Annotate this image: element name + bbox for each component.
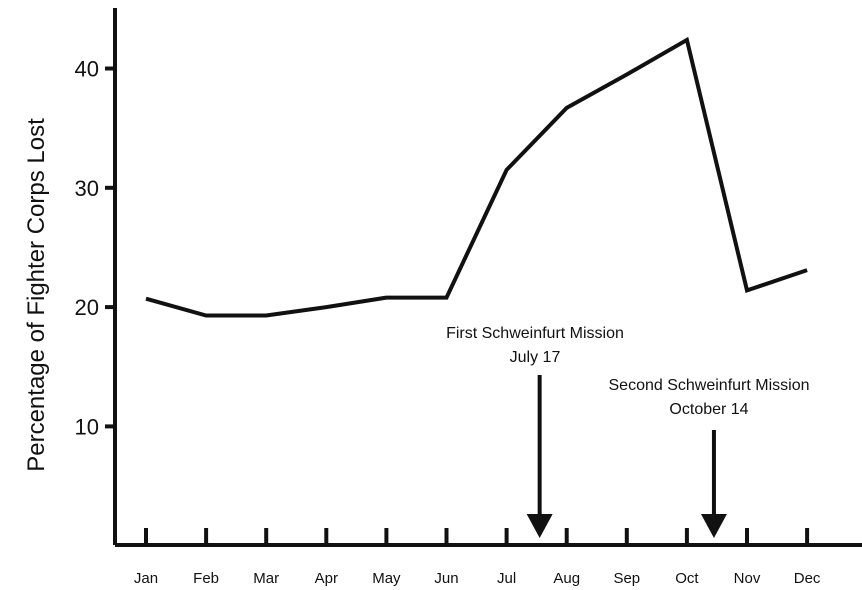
x-axis-ticks: Jan Feb Mar Apr May Jun Jul Aug Sep Oct Nov Dec bbox=[134, 528, 821, 587]
y-axis-ticks: 10 20 30 40 bbox=[75, 57, 115, 439]
x-tick-label: Dec bbox=[794, 570, 821, 587]
annotations: First Schweinfurt Mission July 17 Second S… bbox=[446, 325, 809, 538]
x-tick-label: Apr bbox=[315, 570, 338, 587]
x-tick-label: Nov bbox=[734, 570, 761, 587]
series-group bbox=[145, 36, 808, 318]
annotation-title: Second Schweinfurt Mission bbox=[609, 377, 810, 394]
y-tick-label: 30 bbox=[75, 176, 99, 201]
annotation-date: October 14 bbox=[669, 401, 748, 418]
x-tick-label: Mar bbox=[253, 570, 279, 587]
annotation-title: First Schweinfurt Mission bbox=[446, 325, 624, 342]
x-tick-label: Jun bbox=[434, 570, 458, 587]
y-tick-label: 10 bbox=[75, 414, 99, 439]
x-tick-label: Aug bbox=[553, 570, 580, 587]
axes bbox=[113, 8, 862, 547]
y-tick-label: 20 bbox=[75, 295, 99, 320]
x-tick-label: Oct bbox=[675, 570, 699, 587]
y-tick-label: 40 bbox=[75, 57, 99, 82]
x-tick-label: Feb bbox=[193, 570, 219, 587]
x-tick-label: May bbox=[372, 570, 401, 587]
annotation-arrow-head bbox=[700, 514, 727, 538]
x-tick-label: Jan bbox=[134, 570, 158, 587]
x-tick-label: Sep bbox=[613, 570, 640, 587]
annotation-arrow-head bbox=[526, 514, 553, 538]
annotation-date: July 17 bbox=[510, 349, 561, 366]
series-line bbox=[145, 36, 808, 318]
y-axis-label: Percentage of Fighter Corps Lost bbox=[23, 118, 50, 472]
x-tick-label: Jul bbox=[497, 570, 516, 587]
